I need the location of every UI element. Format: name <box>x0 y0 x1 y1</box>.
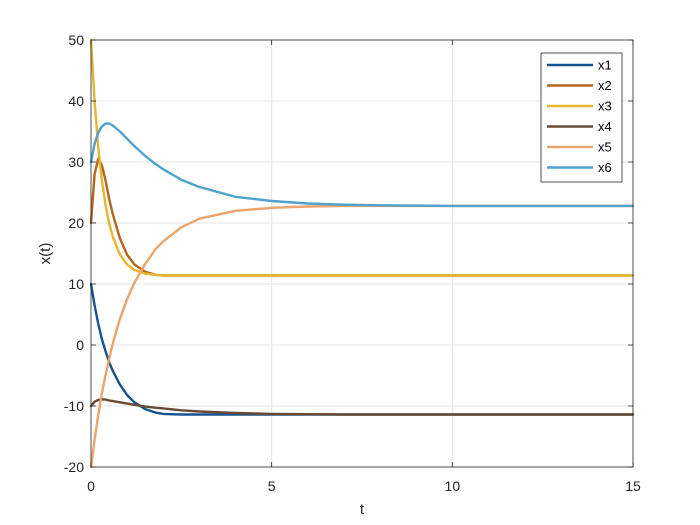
y-tick-label: 50 <box>68 32 84 48</box>
y-tick-label: -10 <box>64 398 84 414</box>
series-line-x4 <box>89 398 635 416</box>
legend-box <box>540 52 623 183</box>
y-tick-label: 10 <box>68 276 84 292</box>
legend-label-x6: x6 <box>598 160 612 175</box>
y-tick-label: -20 <box>64 459 84 475</box>
y-axis-label: x(t) <box>37 243 54 265</box>
y-tick-label: 0 <box>76 337 84 353</box>
legend-label-x1: x1 <box>598 58 612 73</box>
series-group <box>89 38 635 469</box>
plot-border <box>90 39 634 468</box>
ticks: 0 5 10 15 -20 -10 0 10 20 30 40 50 <box>64 32 641 494</box>
legend-label-x4: x4 <box>598 119 612 134</box>
y-tick-label: 30 <box>68 154 84 170</box>
series-line-x3 <box>89 38 635 277</box>
y-tick-label: 40 <box>68 93 84 109</box>
x-tick-label: 5 <box>268 478 276 494</box>
legend: x1 x2 x3 x4 x5 x6 <box>540 52 623 183</box>
x-tick-label: 15 <box>625 478 641 494</box>
x-tick-label: 10 <box>445 478 461 494</box>
y-tick-label: 20 <box>68 215 84 231</box>
legend-label-x3: x3 <box>598 99 612 114</box>
x-tick-label: 0 <box>87 478 95 494</box>
x-axis-label: t <box>360 501 365 518</box>
legend-label-x5: x5 <box>598 140 612 155</box>
legend-label-x2: x2 <box>598 78 612 93</box>
series-line-x6 <box>89 122 635 208</box>
